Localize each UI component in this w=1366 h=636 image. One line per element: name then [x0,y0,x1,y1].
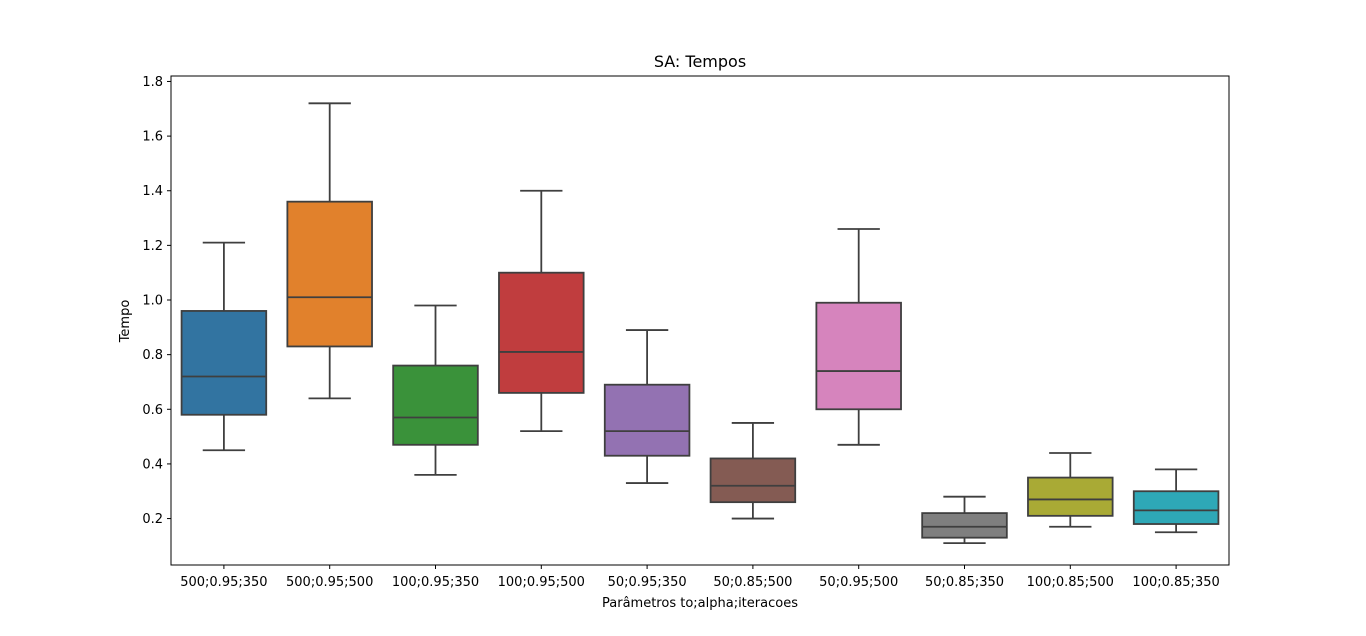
axes-frame [170,75,1230,566]
box-1 [180,241,268,452]
x-tick-label: 50;0.95;350 [608,575,687,590]
y-tick-label: 1.6 [142,130,163,145]
x-tick-label: 50;0.95;500 [819,575,898,590]
iqr-box [392,364,479,446]
y-tick-label: 1.2 [142,239,163,254]
iqr-box [498,271,585,394]
x-tick-label: 500;0.95;500 [286,575,373,590]
iqr-box [815,301,902,411]
box-7 [815,228,902,446]
iqr-box [603,383,691,457]
iqr-box [921,512,1008,539]
y-tick-label: 0.6 [142,403,163,418]
iqr-box [1027,476,1114,517]
x-axis: 500;0.95;350 500;0.95;500 100;0.95;350 100;… [180,565,1220,590]
x-tick-label: 100;0.85;350 [1132,575,1219,590]
y-axis: 0.2 0.4 0.6 0.8 1.0 1.2 1.4 1.6 1.8 [142,75,171,527]
iqr-box [709,457,797,504]
box-6 [709,422,797,520]
x-tick-label: 500;0.95;350 [180,575,267,590]
chart-title: SA: Tempos [654,52,746,71]
iqr-box [1132,490,1220,525]
y-tick-label: 1.4 [142,184,163,199]
y-axis-title: Tempo [118,300,133,344]
box-10 [1132,468,1220,534]
box-3 [392,304,479,476]
x-axis-title: Parâmetros to;alpha;iteracoes [602,596,798,611]
box-8 [921,495,1008,545]
box-2 [286,102,373,400]
y-tick-label: 0.4 [142,457,163,472]
box-5 [603,329,691,484]
x-tick-label: 100;0.85;500 [1027,575,1114,590]
y-tick-label: 0.2 [142,512,163,527]
iqr-box [286,200,373,348]
box-9 [1027,452,1114,528]
y-tick-label: 1.0 [142,294,163,309]
x-tick-label: 50;0.85;350 [925,575,1004,590]
x-tick-label: 50;0.85;500 [713,575,792,590]
x-tick-label: 100;0.95;500 [498,575,585,590]
y-tick-label: 0.8 [142,348,163,363]
iqr-box [180,310,268,416]
box-4 [498,189,585,433]
y-tick-label: 1.8 [142,75,163,90]
boxes-layer [180,102,1220,545]
x-tick-label: 100;0.95;350 [392,575,479,590]
